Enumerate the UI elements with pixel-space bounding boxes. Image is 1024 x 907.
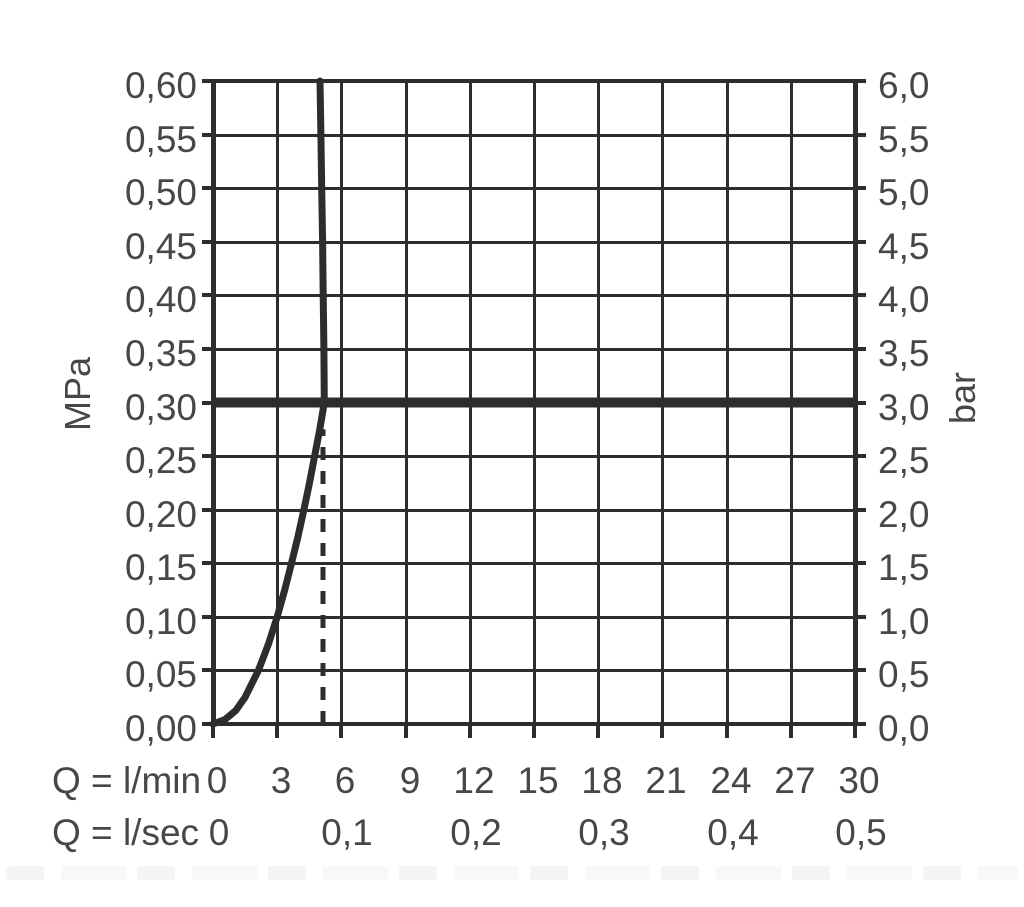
- lsec-tick-label: 0,3: [578, 812, 630, 853]
- bar-tick-label: 3,5: [878, 333, 930, 374]
- left-axis-tick: [202, 347, 215, 351]
- left-axis-tick: [202, 401, 215, 405]
- mpa-tick-label: 0,05: [124, 654, 197, 695]
- mpa-tick-label: 0,10: [124, 601, 197, 642]
- left-axis-tick: [202, 79, 215, 83]
- mpa-tick-label: 0,45: [124, 226, 197, 267]
- right-axis-tick: [853, 615, 866, 619]
- bar-tick-label: 6,0: [878, 65, 930, 106]
- right-axis-tick: [853, 561, 866, 565]
- x-axis-lmin-row-label: Q = l/min: [52, 760, 202, 801]
- right-axis-tick: [853, 347, 866, 351]
- x-axis-tick: [532, 723, 536, 738]
- lmin-tick-label: 0: [206, 760, 228, 801]
- x-axis-tick: [275, 723, 279, 738]
- right-axis-tick: [853, 722, 866, 726]
- left-axis-tick: [202, 240, 215, 244]
- lmin-tick-label: 30: [838, 760, 880, 801]
- right-axis-tick: [853, 454, 866, 458]
- mpa-tick-label: 0,00: [124, 708, 197, 749]
- x-axis-tick: [211, 723, 215, 738]
- mpa-tick-label: 0,55: [124, 119, 197, 160]
- x-axis-tick: [789, 723, 793, 738]
- bar-tick-label: 4,0: [878, 279, 930, 320]
- lmin-tick-label: 27: [774, 760, 816, 801]
- x-axis-tick: [853, 723, 857, 738]
- lmin-tick-label: 9: [399, 760, 421, 801]
- lmin-tick-label: 3: [270, 760, 292, 801]
- bar-tick-label: 0,5: [878, 654, 930, 695]
- lmin-tick-label: 21: [645, 760, 687, 801]
- mpa-tick-label: 0,25: [124, 440, 197, 481]
- mpa-tick-label: 0,50: [124, 172, 197, 213]
- left-axis-tick: [202, 186, 215, 190]
- x-axis-tick: [339, 723, 343, 738]
- left-axis-tick: [202, 722, 215, 726]
- bar-tick-label: 2,0: [878, 494, 930, 535]
- x-axis-lsec-row-label: Q = l/sec: [52, 812, 200, 853]
- x-axis-tick: [660, 723, 664, 738]
- mpa-tick-label: 0,20: [124, 494, 197, 535]
- mpa-tick-label: 0,35: [124, 333, 197, 374]
- lmin-tick-label: 6: [334, 760, 356, 801]
- lmin-tick-label: 15: [517, 760, 559, 801]
- x-axis-tick: [725, 723, 729, 738]
- bar-tick-label: 1,0: [878, 601, 930, 642]
- right-axis-tick: [853, 79, 866, 83]
- lmin-tick-label: 12: [453, 760, 495, 801]
- mpa-tick-label: 0,60: [124, 65, 197, 106]
- bar-tick-label: 2,5: [878, 440, 930, 481]
- bar-tick-label: 3,0: [878, 387, 930, 428]
- left-axis-tick: [202, 668, 215, 672]
- lsec-tick-label: 0,1: [321, 812, 373, 853]
- bar-tick-label: 4,5: [878, 226, 930, 267]
- right-axis-tick: [853, 240, 866, 244]
- lmin-tick-label: 24: [710, 760, 752, 801]
- bar-tick-label: 0,0: [878, 708, 930, 749]
- left-axis-tick: [202, 508, 215, 512]
- flow-curve: [209, 77, 328, 728]
- lmin-tick-label: 18: [581, 760, 623, 801]
- bar-tick-label: 5,0: [878, 172, 930, 213]
- left-axis-tick: [202, 293, 215, 297]
- left-axis-tick: [202, 615, 215, 619]
- x-axis-tick: [404, 723, 408, 738]
- lsec-tick-label: 0,5: [835, 812, 887, 853]
- lsec-tick-label: 0,2: [450, 812, 502, 853]
- left-axis-tick: [202, 454, 215, 458]
- mpa-tick-label: 0,40: [124, 279, 197, 320]
- scan-artifact-strip: [6, 866, 1018, 880]
- lsec-tick-label: 0: [208, 812, 230, 853]
- right-axis-tick: [853, 401, 866, 405]
- bar-tick-label: 1,5: [878, 547, 930, 588]
- mpa-tick-label: 0,15: [124, 547, 197, 588]
- x-axis-tick: [596, 723, 600, 738]
- lsec-tick-label: 0,4: [707, 812, 759, 853]
- x-axis-tick: [468, 723, 472, 738]
- right-axis-tick: [853, 133, 866, 137]
- mpa-tick-label: 0,30: [124, 387, 197, 428]
- right-axis-tick: [853, 508, 866, 512]
- right-axis-tick: [853, 186, 866, 190]
- left-axis-tick: [202, 561, 215, 565]
- right-axis-tick: [853, 668, 866, 672]
- left-axis-tick: [202, 133, 215, 137]
- bar-tick-label: 5,5: [878, 119, 930, 160]
- right-axis-tick: [853, 293, 866, 297]
